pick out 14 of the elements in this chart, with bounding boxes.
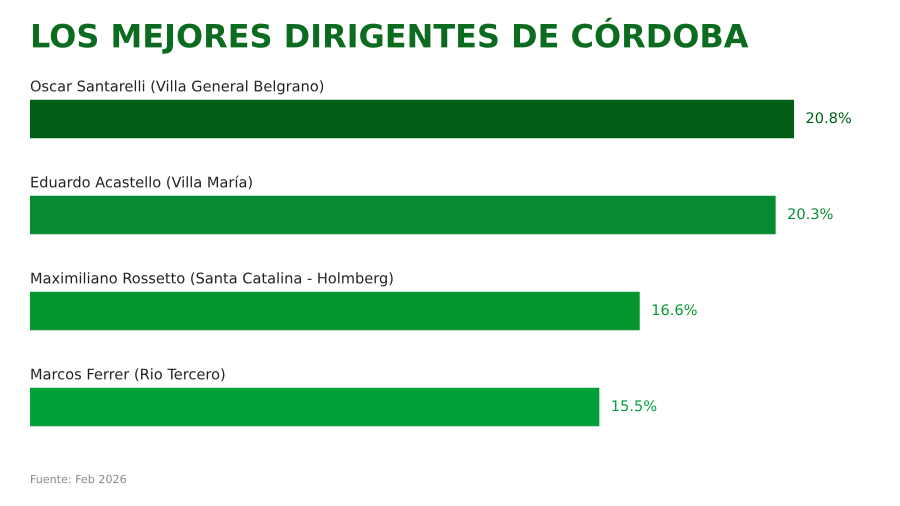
y-tick-label: Maximiliano Rossetto (Santa Catalina - Holmberg) <box>31 272 393 286</box>
data-label: 15.5% <box>612 400 656 412</box>
bar <box>30 196 776 234</box>
y-tick-label: Oscar Santarelli (Villa General Belgrano) <box>30 80 324 94</box>
bar <box>30 100 794 138</box>
bar <box>30 388 600 426</box>
y-tick-label: Eduardo Acastello (Villa María) <box>31 176 252 190</box>
bar <box>30 292 640 330</box>
source-note: Fuente: Feb 2026 <box>31 474 126 484</box>
data-label: 20.3% <box>788 208 833 220</box>
chart-title: LOS MEJORES DIRIGENTES DE CÓRDOBA <box>32 18 748 54</box>
data-label: 16.6% <box>652 304 697 316</box>
y-tick-label: Marcos Ferrer (Rio Tercero) <box>31 368 224 382</box>
data-label: 20.8% <box>806 112 851 124</box>
